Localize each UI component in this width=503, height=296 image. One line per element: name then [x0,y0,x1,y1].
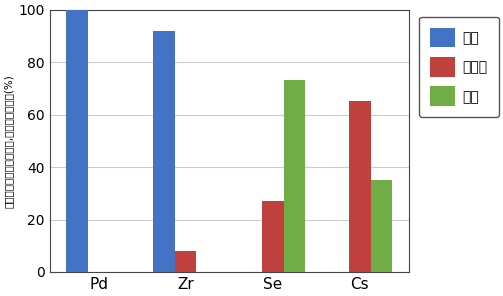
Bar [153,31,175,272]
Bar [262,201,284,272]
Legend: 固体, 溶融塩, 気体: 固体, 溶融塩, 気体 [419,17,498,117]
Bar [66,10,88,272]
Bar [284,81,305,272]
Bar [175,251,197,272]
Bar [371,180,392,272]
Y-axis label: 固体への残存率、溶融塩,気体への移行率(%): 固体への残存率、溶融塩,気体への移行率(%) [4,74,14,208]
Bar [349,102,371,272]
